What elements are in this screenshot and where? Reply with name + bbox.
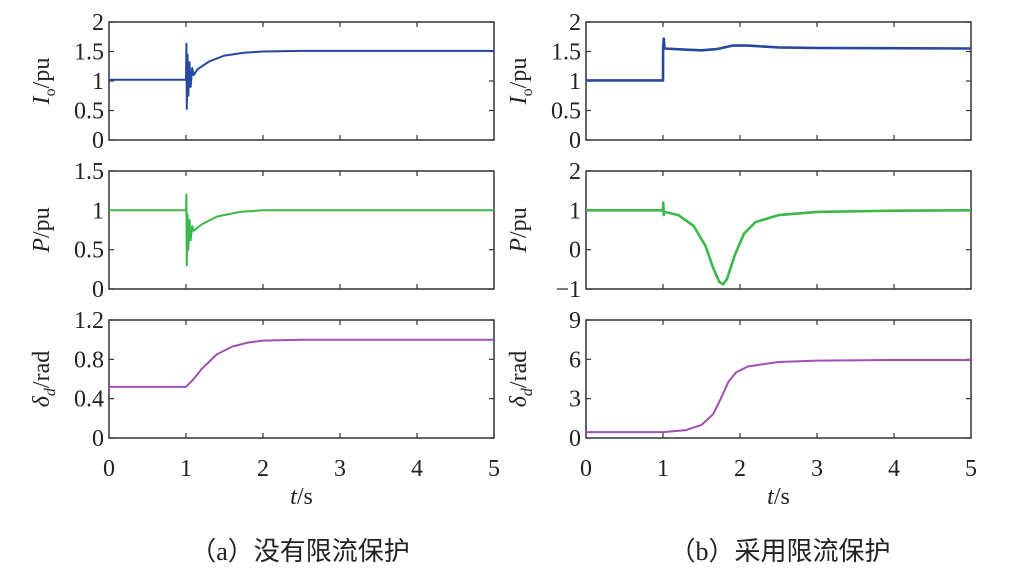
y-axis-label: P/pu (506, 207, 532, 253)
x-tick-label: 4 (888, 456, 900, 482)
x-axis-label: t/s (767, 484, 790, 510)
x-tick-label: 4 (411, 456, 423, 482)
y-tick-label: 0.5 (551, 99, 581, 125)
y-tick-label: 1.2 (74, 308, 104, 334)
x-tick-label: 1 (180, 456, 192, 482)
y-tick-label: 2 (569, 10, 581, 36)
caption-b: （b）采用限流保护 (669, 537, 890, 566)
caption-a: （a）没有限流保护 (190, 537, 410, 566)
y-axis-label: δd/rad (29, 351, 59, 407)
plot-frame (108, 170, 495, 290)
y-axis-label: P/pu (29, 207, 55, 253)
x-tick-label: 0 (580, 456, 592, 482)
plot-frame (585, 170, 972, 290)
series-line (109, 338, 494, 388)
y-axis-label: Io/pu (29, 58, 59, 106)
y-tick-label: 3 (569, 387, 581, 413)
series-line (586, 201, 972, 286)
y-tick-label: 1 (569, 69, 581, 95)
y-tick-label: 0.5 (74, 99, 104, 125)
y-tick-label: 2 (92, 10, 104, 36)
x-tick-label: 1 (657, 456, 669, 482)
y-tick-label: 0 (569, 426, 581, 452)
x-tick-label: 3 (334, 456, 346, 482)
y-tick-label: 0 (569, 238, 581, 264)
x-tick-label: 0 (103, 456, 115, 482)
series-line (109, 193, 494, 267)
x-tick-label: 3 (811, 456, 823, 482)
y-tick-label: 0 (92, 128, 104, 154)
plot-frame (108, 319, 495, 439)
y-tick-label: 0.4 (74, 387, 104, 413)
y-tick-label: 9 (569, 308, 581, 334)
y-tick-label: 0 (92, 426, 104, 452)
series-line (586, 37, 972, 82)
y-tick-label: 1 (92, 198, 104, 224)
y-axis-label: δd/rad (506, 351, 536, 407)
y-tick-label: 2 (569, 159, 581, 185)
y-tick-label: 0 (569, 128, 581, 154)
y-tick-label: 1 (569, 198, 581, 224)
y-tick-label: 1.5 (74, 40, 104, 66)
series-line (586, 359, 971, 434)
x-tick-label: 5 (965, 456, 977, 482)
y-tick-label: 0.8 (74, 347, 104, 373)
y-tick-label: 0 (92, 277, 104, 303)
y-axis-label: Io/pu (506, 58, 536, 106)
y-tick-label: 1.5 (74, 159, 104, 185)
x-axis-label: t/s (290, 484, 313, 510)
x-tick-label: 5 (488, 456, 500, 482)
y-tick-label: 1 (92, 69, 104, 95)
y-tick-label: 1.5 (551, 40, 581, 66)
y-tick-label: 6 (569, 347, 581, 373)
x-tick-label: 2 (734, 456, 746, 482)
y-tick-label: −1 (555, 277, 581, 303)
plot-frame (108, 21, 495, 141)
plot-frame (585, 319, 972, 439)
series-line (109, 42, 494, 110)
x-tick-label: 2 (257, 456, 269, 482)
y-tick-label: 0.5 (74, 238, 104, 264)
